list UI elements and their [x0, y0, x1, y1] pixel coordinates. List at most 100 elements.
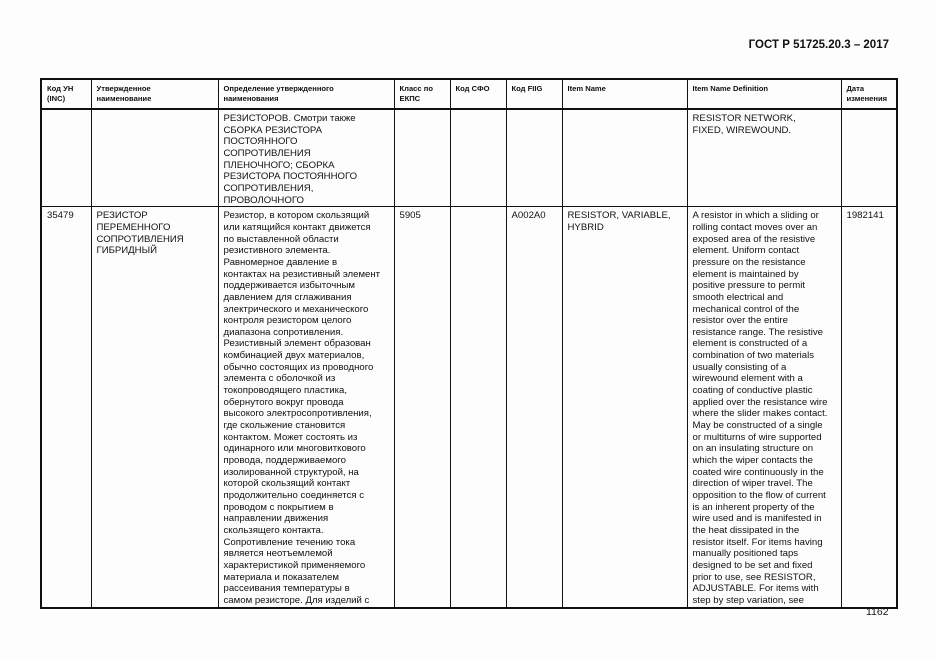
column-header-approved-name: Утвержденное наименование: [90, 78, 219, 110]
header-line: Код УН: [47, 84, 74, 93]
text-line: is an inherent property of the: [692, 501, 815, 513]
text-line: обернутого вокруг провода: [223, 396, 344, 408]
text-line: ГИБРИДНЫЙ: [96, 245, 158, 257]
text-line: HYBRID: [567, 221, 604, 233]
header-line: Item Name Definition: [692, 84, 769, 93]
header-line: изменения: [846, 94, 888, 103]
header-line: Код СФО: [455, 84, 490, 93]
cell-fiig-code: [505, 108, 563, 208]
cell-sfo-code: [449, 206, 507, 609]
text-line: контактом. Может состоять из: [223, 431, 358, 443]
header-line: Определение утвержденного: [223, 84, 334, 93]
text-line: диапазона сопротивления.: [223, 326, 344, 338]
text-line: продолжительно соединяется с: [223, 490, 365, 501]
text-line: on an insulating structure on: [692, 443, 814, 455]
text-line: positive pressure to permit: [692, 280, 806, 292]
text-line: ПРОВОЛОЧНОГО: [223, 194, 304, 206]
text-line: wirewound element with a: [692, 373, 803, 385]
text-line: 5905: [399, 210, 421, 222]
text-line: which the wiper contacts the: [692, 455, 814, 467]
text-line: по выставленной области: [223, 233, 339, 245]
text-line: 35479: [47, 210, 74, 222]
text-line: step by step variation, see: [692, 594, 804, 606]
text-line: элемента с оболочкой из: [223, 373, 336, 385]
text-line: поддерживается избыточным: [223, 280, 356, 292]
header-line: Item Name: [567, 84, 606, 93]
text-line: coating of conductive plastic: [692, 385, 813, 397]
text-line: prior to use, see RESISTOR,: [692, 571, 816, 583]
text-line: combination of two materials: [692, 350, 815, 362]
table-row: 35479 РЕЗИСТОР ПЕРЕМЕННОГО СОПРОТИВЛЕНИЯ ГИБ…: [40, 206, 898, 609]
text-line: A resistor in which a sliding or: [692, 210, 819, 222]
text-line: resistor over the entire: [692, 315, 788, 327]
text-line: element is constructed of a: [692, 338, 808, 350]
header-line: ЕКПС: [399, 94, 421, 103]
cell-item-name: [561, 108, 688, 208]
cell-approved-name: [90, 108, 219, 208]
text-line: СБОРКА РЕЗИСТОРА: [223, 124, 323, 136]
header-line: (INC): [47, 94, 66, 103]
text-line: wire used and is manifested in: [692, 513, 822, 525]
text-line: токопроводящего пластика,: [223, 385, 348, 397]
text-line: комбинацией двух материалов,: [223, 350, 365, 362]
cell-inc-code: 35479: [40, 206, 92, 609]
text-line: RESISTOR NETWORK,: [692, 113, 796, 124]
text-line: контактах на резистивный элемент: [223, 268, 381, 280]
column-header-fiig-code: Код FIIG: [505, 78, 563, 110]
text-line: ПОСТОЯННОГО: [223, 136, 298, 148]
text-line: РЕЗИСТОР: [96, 210, 148, 222]
page-number: 1162: [866, 606, 889, 618]
text-line: designed to be set and fixed: [692, 559, 813, 571]
document-title: ГОСТ Р 51725.20.3 – 2017: [748, 39, 889, 51]
text-line: которой скользящий контакт: [223, 478, 351, 490]
text-line: высокого электросопротивления,: [223, 408, 372, 420]
text-line: element. Uniform contact: [692, 245, 800, 257]
header-line: Утвержденное: [96, 84, 151, 93]
text-line: РЕЗИСТОРА ПОСТОЯННОГО: [223, 171, 358, 183]
cell-item-name-definition: RESISTOR NETWORK, FIXED, WIREWOUND.: [686, 108, 842, 208]
text-line: opposition to the flow of current: [692, 490, 826, 501]
column-header-inc-code: Код УН (INC): [40, 78, 92, 110]
column-header-sfo-code: Код СФО: [449, 78, 507, 110]
text-line: RESISTOR, VARIABLE,: [567, 210, 671, 222]
text-line: проводом с покрытием в: [223, 501, 334, 513]
text-line: coated wire continuously in the: [692, 466, 824, 478]
cell-sfo-code: [449, 108, 507, 208]
text-line: скользящего контакта.: [223, 524, 324, 536]
text-line: A002A0: [511, 210, 546, 222]
text-line: May be constructed of a single: [692, 420, 823, 432]
text-line: mechanical control of the: [692, 303, 800, 315]
header-line: наименования: [223, 94, 279, 103]
table-header-row: Код УН (INC) Утвержденное наименование Опред…: [40, 78, 898, 110]
text-line: является неотъемлемой: [223, 548, 333, 560]
header-line: Код FIIG: [511, 84, 543, 93]
header-line: Класс по: [399, 84, 433, 93]
text-line: resistor itself. For items having: [692, 536, 823, 548]
text-line: resistance range. The resistive: [692, 326, 823, 338]
text-line: usually consisting of a: [692, 361, 787, 373]
text-line: direction of wiper travel. The: [692, 478, 813, 490]
text-line: exposed area of the resistive: [692, 233, 816, 245]
text-line: 1982141: [846, 210, 884, 222]
text-line: рассеивания температуры в: [223, 583, 350, 595]
column-header-item-name-definition: Item Name Definition: [686, 78, 842, 110]
cell-ekps-class: 5905: [393, 206, 451, 609]
text-line: pressure on the resistance: [692, 256, 806, 268]
column-header-change-date: Дата изменения: [840, 78, 898, 110]
column-header-ekps-class: Класс по ЕКПС: [393, 78, 451, 110]
text-line: FIXED, WIREWOUND.: [692, 124, 792, 136]
column-header-item-name: Item Name: [561, 78, 688, 110]
cell-change-date: 1982141: [840, 206, 898, 609]
table-row: РЕЗИСТОРОВ. Смотри также СБОРКА РЕЗИСТОРА…: [40, 108, 898, 208]
text-line: резистивного элемента.: [223, 245, 331, 257]
column-header-approved-name-definition: Определение утвержденного наименования: [217, 78, 395, 110]
text-line: одинарного или многовиткового: [223, 443, 366, 455]
data-table: Код УН (INC) Утвержденное наименование Опред…: [40, 78, 898, 609]
text-line: СОПРОТИВЛЕНИЯ,: [223, 182, 314, 194]
text-line: СОПРОТИВЛЕНИЯ: [223, 147, 311, 159]
cell-item-name: RESISTOR, VARIABLE, HYBRID: [561, 206, 688, 609]
cell-approved-name: РЕЗИСТОР ПЕРЕМЕННОГО СОПРОТИВЛЕНИЯ ГИБРИДНЫ…: [90, 206, 219, 609]
text-line: or multiturns of wire supported: [692, 431, 822, 443]
text-line: manually positioned taps: [692, 548, 799, 560]
